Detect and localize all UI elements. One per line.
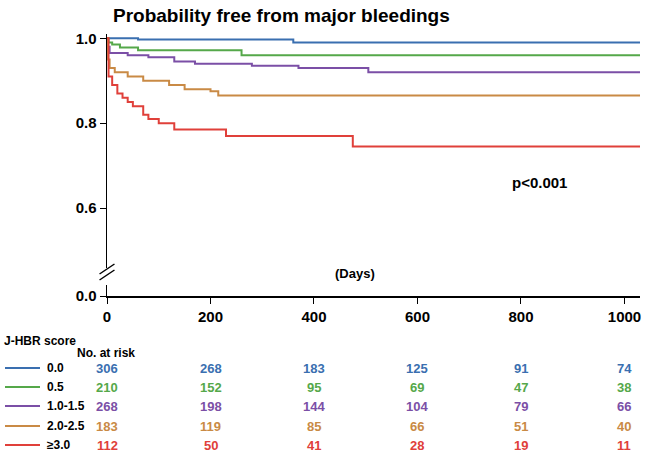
svg-text:11: 11 (617, 438, 631, 453)
svg-text:66: 66 (617, 399, 631, 414)
svg-text:91: 91 (514, 361, 528, 376)
svg-text:Probability free from major bl: Probability free from major bleedings (113, 5, 450, 26)
svg-text:268: 268 (96, 399, 118, 414)
svg-text:152: 152 (200, 380, 222, 395)
svg-text:104: 104 (406, 399, 428, 414)
svg-text:183: 183 (96, 419, 118, 434)
svg-text:0.8: 0.8 (76, 114, 97, 131)
svg-text:119: 119 (200, 419, 221, 434)
svg-text:95: 95 (307, 380, 321, 395)
svg-text:40: 40 (617, 419, 631, 434)
svg-text:79: 79 (514, 399, 528, 414)
svg-text:0.0: 0.0 (47, 361, 64, 375)
svg-text:66: 66 (410, 419, 424, 434)
svg-text:69: 69 (410, 380, 424, 395)
svg-text:19: 19 (514, 438, 528, 453)
svg-text:800: 800 (508, 308, 533, 325)
svg-text:306: 306 (96, 361, 118, 376)
svg-text:0.5: 0.5 (47, 380, 64, 394)
svg-text:0.0: 0.0 (76, 287, 97, 304)
svg-text:1.0: 1.0 (76, 30, 97, 47)
svg-text:J-HBR score: J-HBR score (4, 334, 76, 348)
svg-text:(Days): (Days) (335, 266, 375, 281)
svg-text:198: 198 (200, 399, 222, 414)
svg-text:28: 28 (410, 438, 424, 453)
svg-text:144: 144 (303, 399, 325, 414)
svg-text:≥3.0: ≥3.0 (47, 438, 71, 452)
svg-text:47: 47 (514, 380, 528, 395)
svg-text:p<0.001: p<0.001 (512, 174, 567, 191)
svg-text:85: 85 (307, 419, 321, 434)
svg-text:51: 51 (514, 419, 528, 434)
svg-text:0: 0 (103, 308, 111, 325)
svg-text:38: 38 (617, 380, 631, 395)
svg-text:2.0-2.5: 2.0-2.5 (47, 419, 85, 433)
svg-text:No. at risk: No. at risk (77, 346, 135, 360)
svg-text:0.6: 0.6 (76, 199, 97, 216)
svg-text:210: 210 (96, 380, 118, 395)
svg-text:125: 125 (406, 361, 428, 376)
svg-text:74: 74 (617, 361, 632, 376)
svg-text:1000: 1000 (608, 308, 641, 325)
svg-text:600: 600 (405, 308, 430, 325)
svg-text:1.0-1.5: 1.0-1.5 (47, 399, 85, 413)
svg-text:183: 183 (303, 361, 325, 376)
svg-text:268: 268 (200, 361, 222, 376)
svg-text:41: 41 (307, 438, 321, 453)
svg-text:50: 50 (204, 438, 218, 453)
svg-text:400: 400 (301, 308, 326, 325)
svg-text:200: 200 (198, 308, 223, 325)
svg-text:112: 112 (97, 438, 118, 453)
